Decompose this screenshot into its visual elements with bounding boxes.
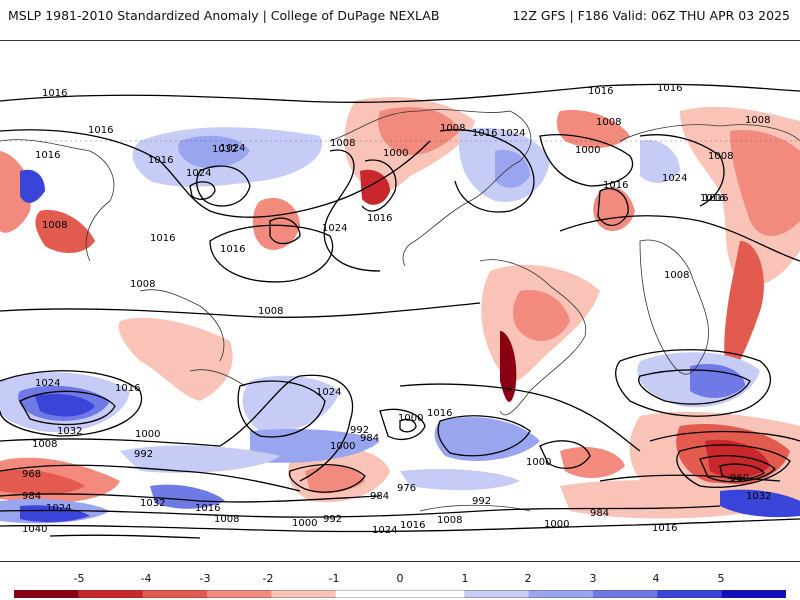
colorbar-segment	[657, 590, 723, 598]
isobars	[0, 83, 800, 539]
colorbar-tick: 5	[717, 572, 725, 585]
isobar-label: 960	[730, 473, 749, 484]
isobar-label: 984	[590, 508, 609, 519]
colorbar-tick: 2	[524, 572, 532, 585]
isobar-label: 1016	[148, 155, 173, 166]
isobar-label: 1024	[372, 525, 397, 536]
isobar-label: 1008	[745, 115, 770, 126]
isobar-label: 1016	[400, 520, 425, 531]
map-header: MSLP 1981-2010 Standardized Anomaly | Co…	[0, 0, 800, 34]
isobar-label: 1016	[42, 88, 67, 99]
isobar-label: 1008	[708, 151, 733, 162]
model-valid-time: 12Z GFS | F186 Valid: 06Z THU APR 03 202…	[512, 8, 790, 23]
isobar-label: 1024	[186, 168, 211, 179]
isobar-label: 1024	[500, 128, 525, 139]
isobar-label: 984	[22, 491, 41, 502]
colorbar-tick: -4	[140, 572, 152, 585]
isobar-label: 984	[370, 491, 389, 502]
isobar-label: 1000	[135, 429, 160, 440]
isobar-label: 1016	[703, 193, 728, 204]
isobar-label: 1008	[330, 138, 355, 149]
isobar-label: 1024	[220, 143, 245, 154]
isobar-label: 1016	[588, 86, 613, 97]
isobar-label: 1032	[746, 491, 771, 502]
colorbar-segment	[335, 590, 401, 598]
colorbar-segment	[14, 590, 79, 598]
isobar-label: 976	[397, 483, 416, 494]
isobar-label: 1024	[35, 378, 60, 389]
isobar-label: 1016	[150, 233, 175, 244]
coastlines	[0, 109, 800, 512]
colorbar-segment	[721, 590, 786, 598]
isobar-label: 992	[323, 514, 342, 525]
isobar-label: 1000	[330, 441, 355, 452]
isobar-label: 1040	[22, 524, 47, 535]
isobar-label: 1000	[398, 413, 423, 424]
anomaly-map: 1016 1016 1016 1016 1016 1024 1032 1024 …	[0, 40, 800, 562]
isobar-label: 1008	[42, 220, 67, 231]
isobar-label: 1008	[258, 306, 283, 317]
colorbar-tick: 4	[652, 572, 660, 585]
colorbar-segment	[271, 590, 337, 598]
colorbar-segment	[207, 590, 272, 598]
colorbar-tick: 0	[396, 572, 404, 585]
isobar-label: 1032	[57, 426, 82, 437]
map-canvas: 1016 1016 1016 1016 1016 1024 1032 1024 …	[0, 83, 800, 539]
isobar-label: 1016	[35, 150, 60, 161]
colorbar-tick: 1	[461, 572, 469, 585]
isobar-label: 1032	[212, 144, 237, 155]
isobar-label: 1000	[544, 519, 569, 530]
isobar-label: 1016	[115, 383, 140, 394]
colorbar-segment	[78, 590, 144, 598]
colorbar-tick: -5	[73, 572, 85, 585]
colorbar	[14, 590, 786, 598]
isobar-label-layer: 1016 1016 1016 1016 1016 1024 1032 1024 …	[22, 83, 771, 536]
colorbar-tick: -1	[328, 572, 340, 585]
isobar-label: 1008	[214, 514, 239, 525]
colorbar-tick: -2	[262, 572, 274, 585]
isobar-label: 1016	[652, 523, 677, 534]
isobar-label: 1008	[440, 123, 465, 134]
colorbar-segment	[464, 590, 530, 598]
colorbar-ticks: -5 -4 -3 -2 -1 0 1 2 3 4 5	[0, 572, 800, 588]
isobar-label: 1016	[220, 244, 245, 255]
colorbar-segment	[593, 590, 658, 598]
colorbar-segment	[400, 590, 465, 598]
isobar-label: 1016	[195, 503, 220, 514]
isobar-label: 992	[472, 496, 491, 507]
isobar-label: 984	[360, 433, 379, 444]
isobar-label: 1008	[130, 279, 155, 290]
colorbar-tick: 3	[589, 572, 597, 585]
isobar-label: 1016	[427, 408, 452, 419]
product-title: MSLP 1981-2010 Standardized Anomaly | Co…	[8, 8, 440, 23]
isobar-label: 1016	[700, 193, 725, 204]
colorbar-segment	[528, 590, 594, 598]
isobar-label: 1016	[367, 213, 392, 224]
isobar-label: 1008	[664, 270, 689, 281]
isobar-label: 1024	[316, 387, 341, 398]
isobar-label: 992	[350, 425, 369, 436]
isobar-label: 1024	[662, 173, 687, 184]
isobar-label: 1000	[575, 145, 600, 156]
isobar-label: 1024	[322, 223, 347, 234]
colorbar-segment	[142, 590, 208, 598]
colorbar-tick: -3	[199, 572, 211, 585]
isobar-label: 968	[22, 469, 41, 480]
isobar-label: 1008	[32, 439, 57, 450]
isobar-label: 1016	[603, 180, 628, 191]
isobar-label: 1000	[292, 518, 317, 529]
isobar-label: 992	[134, 449, 153, 460]
isobar-label: 1000	[383, 148, 408, 159]
isobar-label: 1016	[88, 125, 113, 136]
isobar-label: 1008	[437, 515, 462, 526]
isobar-label: 1008	[596, 117, 621, 128]
isobar-label: 1016	[472, 128, 497, 139]
isobar-label: 1024	[46, 503, 71, 514]
isobar-label: 1032	[140, 498, 165, 509]
anomaly-shading	[0, 97, 800, 524]
isobar-label: 1016	[657, 83, 682, 94]
isobar-label: 1000	[526, 457, 551, 468]
